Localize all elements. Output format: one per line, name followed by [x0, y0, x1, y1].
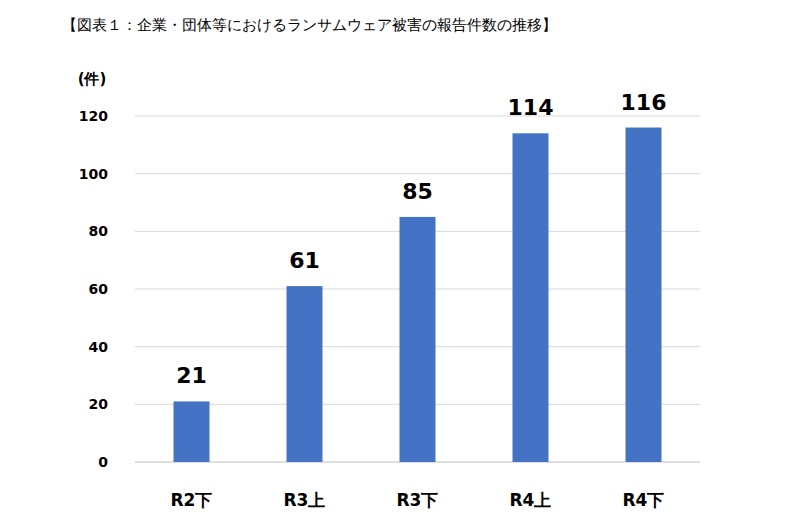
bar	[513, 133, 549, 462]
bar	[287, 286, 323, 462]
data-label: 21	[176, 363, 207, 388]
y-tick-label: 20	[89, 396, 109, 412]
x-tick-label: R4上	[510, 490, 552, 510]
x-tick-label: R3下	[397, 490, 439, 510]
y-tick-label: 60	[89, 281, 109, 297]
chart: 【図表１：企業・団体等におけるランサムウェア被害の報告件数の推移】 (件) 0 20 4…	[0, 0, 800, 530]
x-tick-label: R3上	[284, 490, 326, 510]
y-tick-label: 100	[79, 166, 108, 182]
bar	[400, 217, 436, 462]
title: 【図表１：企業・団体等におけるランサムウェア被害の報告件数の推移】	[62, 16, 557, 34]
y-tick-label: 120	[79, 108, 108, 124]
y-tick-label: 0	[98, 454, 108, 470]
grid-line	[135, 116, 700, 117]
grid-line	[135, 173, 700, 174]
data-label: 61	[289, 248, 320, 273]
x-tick-label: R2下	[171, 490, 213, 510]
bars	[174, 128, 662, 462]
data-label: 85	[402, 179, 433, 204]
bar	[174, 401, 210, 462]
x-tick-label: R4下	[623, 490, 665, 510]
y-tick-label: 80	[89, 223, 109, 239]
y-tick-label: 40	[89, 339, 109, 355]
bar	[626, 128, 662, 462]
data-label: 116	[621, 90, 667, 115]
y-axis-label: (件)	[78, 70, 107, 88]
data-label: 114	[508, 95, 554, 120]
